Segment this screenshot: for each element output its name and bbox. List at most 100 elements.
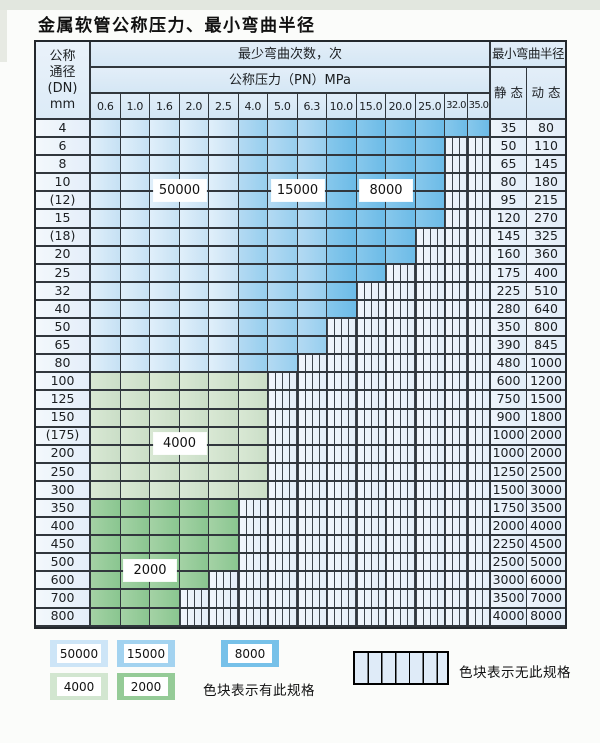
spec-cell bbox=[268, 355, 298, 374]
spec-cell bbox=[386, 554, 416, 573]
spec-cell bbox=[238, 355, 268, 374]
spec-cell bbox=[386, 210, 416, 229]
dn-cell: 10 bbox=[36, 174, 91, 193]
spec-cell bbox=[238, 590, 268, 609]
legend-swatch: 8000 bbox=[221, 640, 279, 667]
spec-cell bbox=[386, 409, 416, 428]
spec-cell bbox=[209, 228, 239, 247]
static-cell: 280 bbox=[491, 300, 527, 320]
spec-cell bbox=[179, 282, 209, 301]
spec-cell bbox=[91, 156, 121, 175]
spec-cell bbox=[327, 174, 357, 193]
spec-cell bbox=[356, 518, 386, 537]
spec-cell bbox=[386, 463, 416, 482]
dn-cell: 800 bbox=[36, 608, 91, 627]
spec-cell bbox=[327, 138, 357, 157]
static-cell: 50 bbox=[491, 138, 527, 157]
spec-cell bbox=[445, 337, 468, 356]
spec-cell bbox=[209, 120, 239, 139]
spec-cell bbox=[386, 355, 416, 374]
spec-cell bbox=[238, 300, 268, 320]
dynamic-cell: 640 bbox=[527, 300, 565, 320]
dynamic-cell: 1800 bbox=[527, 409, 565, 428]
spec-cell bbox=[415, 391, 445, 410]
spec-cell bbox=[120, 246, 150, 265]
spec-cell bbox=[238, 156, 268, 175]
spec-cell bbox=[179, 355, 209, 374]
spec-cell bbox=[445, 373, 468, 392]
spec-cell bbox=[209, 373, 239, 392]
spec-cell bbox=[179, 554, 209, 573]
spec-cell bbox=[445, 608, 468, 627]
spec-cell bbox=[150, 373, 180, 392]
spec-cell bbox=[415, 499, 445, 519]
spec-cell bbox=[238, 120, 268, 139]
spec-cell bbox=[297, 590, 327, 609]
dynamic-cell: 1200 bbox=[527, 373, 565, 392]
spec-cell bbox=[327, 608, 357, 627]
spec-cell bbox=[91, 463, 121, 482]
spec-cell bbox=[327, 300, 357, 320]
dynamic-cell: 1000 bbox=[527, 355, 565, 374]
spec-cell bbox=[468, 518, 491, 537]
overlay-label: 4000 bbox=[153, 433, 206, 455]
spec-cell bbox=[120, 120, 150, 139]
spec-cell bbox=[445, 228, 468, 247]
spec-cell bbox=[386, 499, 416, 519]
spec-cell bbox=[91, 355, 121, 374]
spec-cell bbox=[297, 337, 327, 356]
spec-cell bbox=[445, 319, 468, 338]
spec-cell bbox=[356, 572, 386, 591]
dynamic-cell: 3500 bbox=[527, 499, 565, 519]
spec-cell bbox=[150, 300, 180, 320]
spec-cell bbox=[179, 120, 209, 139]
dn-header-line: mm bbox=[49, 96, 76, 112]
spec-cell bbox=[327, 518, 357, 537]
spec-cell bbox=[209, 445, 239, 464]
spec-cell bbox=[445, 355, 468, 374]
spec-cell bbox=[209, 246, 239, 265]
static-cell: 3500 bbox=[491, 590, 527, 609]
spec-cell bbox=[209, 499, 239, 519]
spec-cell bbox=[356, 409, 386, 428]
spec-cell bbox=[327, 572, 357, 591]
spec-cell bbox=[91, 138, 121, 157]
spec-cell bbox=[238, 282, 268, 301]
dynamic-cell: 110 bbox=[527, 138, 565, 157]
overlay-label: 8000 bbox=[360, 179, 412, 201]
spec-cell bbox=[268, 156, 298, 175]
static-cell: 350 bbox=[491, 319, 527, 338]
dynamic-cell: 3000 bbox=[527, 481, 565, 500]
static-cell: 2500 bbox=[491, 554, 527, 573]
pressure-tick: 6.3 bbox=[297, 94, 327, 120]
spec-cell bbox=[91, 481, 121, 500]
spec-cell bbox=[445, 590, 468, 609]
spec-cell bbox=[445, 300, 468, 320]
static-cell: 480 bbox=[491, 355, 527, 374]
spec-cell bbox=[91, 445, 121, 464]
pressure-tick: 20.0 bbox=[386, 94, 416, 120]
spec-cell bbox=[297, 499, 327, 519]
dn-cell: 400 bbox=[36, 518, 91, 537]
static-cell: 95 bbox=[491, 192, 527, 211]
pressure-tick: 10.0 bbox=[327, 94, 357, 120]
spec-cell bbox=[120, 608, 150, 627]
spec-cell bbox=[386, 518, 416, 537]
spec-cell bbox=[150, 282, 180, 301]
legend-swatch-label: 15000 bbox=[124, 644, 168, 663]
spec-cell bbox=[327, 463, 357, 482]
spec-cell bbox=[327, 246, 357, 265]
spec-cell bbox=[445, 264, 468, 283]
spec-cell bbox=[91, 246, 121, 265]
spec-cell bbox=[91, 192, 121, 211]
spec-cell bbox=[445, 246, 468, 265]
spec-cell bbox=[268, 409, 298, 428]
spec-cell bbox=[91, 337, 121, 356]
spec-cell bbox=[91, 518, 121, 537]
spec-cell bbox=[268, 138, 298, 157]
spec-cell bbox=[468, 572, 491, 591]
spec-cell bbox=[297, 300, 327, 320]
spec-cell bbox=[327, 590, 357, 609]
spec-cell bbox=[468, 319, 491, 338]
spec-cell bbox=[415, 518, 445, 537]
